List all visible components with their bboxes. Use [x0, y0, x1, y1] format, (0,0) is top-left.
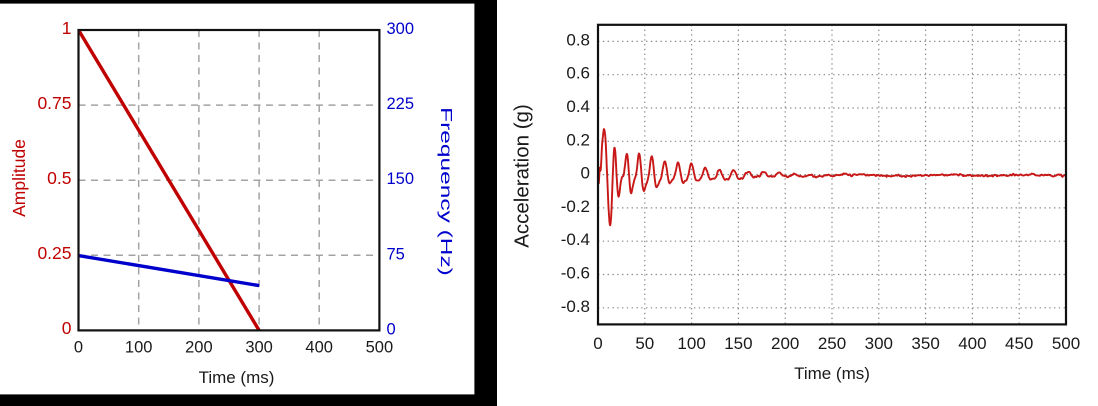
svg-text:300: 300	[245, 338, 273, 356]
svg-text:500: 500	[366, 338, 394, 356]
svg-text:Time (ms): Time (ms)	[794, 364, 870, 383]
svg-text:Acceleration (g): Acceleration (g)	[511, 104, 534, 248]
svg-text:0: 0	[581, 164, 590, 183]
svg-text:200: 200	[771, 334, 799, 353]
svg-text:-0.6: -0.6	[561, 264, 590, 283]
svg-text:Amplitude: Amplitude	[9, 139, 29, 217]
svg-text:Time (ms): Time (ms)	[199, 368, 275, 387]
svg-text:0: 0	[74, 338, 83, 356]
svg-text:400: 400	[958, 334, 986, 353]
svg-text:-0.2: -0.2	[561, 197, 590, 216]
svg-text:150: 150	[724, 334, 752, 353]
svg-text:0.5: 0.5	[47, 168, 71, 188]
svg-text:-0.4: -0.4	[561, 230, 590, 249]
svg-text:Frequency (Hz): Frequency (Hz)	[437, 107, 454, 276]
svg-text:150: 150	[387, 170, 415, 188]
svg-text:0.4: 0.4	[566, 97, 590, 116]
svg-text:300: 300	[865, 334, 893, 353]
svg-text:300: 300	[387, 20, 415, 38]
svg-text:225: 225	[387, 95, 415, 113]
svg-text:-0.8: -0.8	[561, 297, 590, 316]
svg-text:0.25: 0.25	[37, 243, 71, 263]
svg-text:50: 50	[635, 334, 654, 353]
svg-text:0.75: 0.75	[37, 93, 71, 113]
svg-text:75: 75	[387, 245, 405, 263]
svg-text:0.6: 0.6	[566, 64, 590, 83]
svg-text:500: 500	[1052, 334, 1080, 353]
svg-text:100: 100	[677, 334, 705, 353]
svg-text:0: 0	[593, 334, 602, 353]
svg-text:250: 250	[818, 334, 846, 353]
svg-text:450: 450	[1005, 334, 1033, 353]
svg-text:100: 100	[125, 338, 153, 356]
svg-text:200: 200	[185, 338, 213, 356]
svg-text:400: 400	[305, 338, 333, 356]
svg-text:0.8: 0.8	[566, 30, 590, 49]
svg-text:1: 1	[62, 18, 72, 38]
svg-text:0: 0	[62, 318, 72, 338]
svg-text:350: 350	[911, 334, 939, 353]
svg-text:0.2: 0.2	[566, 130, 590, 149]
svg-text:0: 0	[387, 320, 396, 338]
